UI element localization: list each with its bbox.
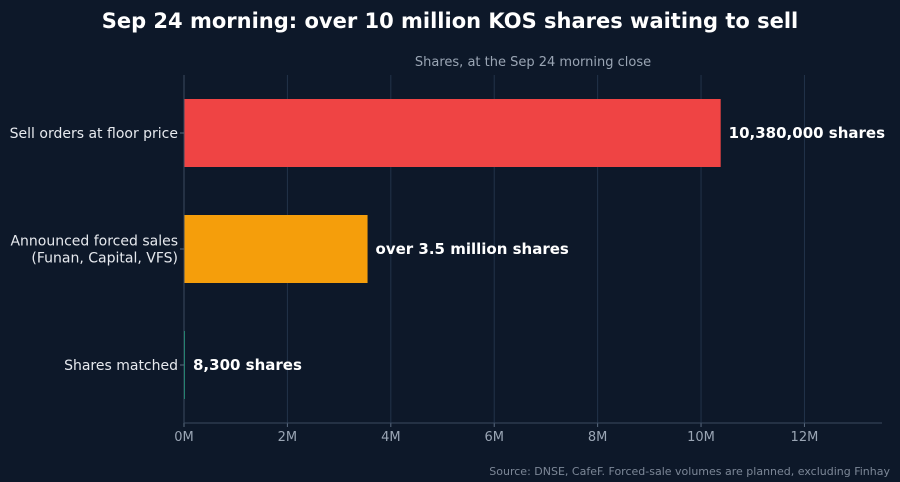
category-label-line: (Funan, Capital, VFS) (31, 251, 178, 267)
value-label: 10,380,000 shares (729, 124, 885, 142)
value-labels: 10,380,000 shares over 3.5 million shares… (193, 124, 885, 374)
source-note: Source: DNSE, CafeF. Forced-sale volumes… (489, 465, 890, 478)
x-tick-label: 8M (588, 430, 608, 445)
chart-title: Sep 24 morning: over 10 million KOS shar… (101, 9, 799, 33)
category-label: Announced forced sales (Funan, Capital, V… (10, 234, 178, 267)
value-label: over 3.5 million shares (376, 240, 569, 258)
category-label: Sell orders at floor price (10, 126, 178, 142)
x-tick-label: 2M (278, 430, 298, 445)
x-tick-label: 12M (791, 430, 819, 445)
axes (180, 75, 882, 427)
bar (184, 215, 368, 283)
category-label-line: Announced forced sales (10, 234, 178, 250)
category-labels: Sell orders at floor price Announced forc… (10, 126, 178, 374)
value-label: 8,300 shares (193, 356, 302, 374)
category-label: Shares matched (64, 358, 178, 374)
category-label-line: Shares matched (64, 358, 178, 374)
bar (184, 99, 721, 167)
x-tick-label: 10M (687, 430, 715, 445)
category-label-line: Sell orders at floor price (10, 126, 178, 142)
x-tick-label: 4M (381, 430, 401, 445)
chart-subtitle: Shares, at the Sep 24 morning close (414, 55, 652, 70)
bars (184, 99, 721, 399)
x-tick-labels: 0M 2M 4M 6M 8M 10M 12M (174, 430, 818, 445)
x-tick-label: 6M (484, 430, 504, 445)
x-tick-label: 0M (174, 430, 194, 445)
